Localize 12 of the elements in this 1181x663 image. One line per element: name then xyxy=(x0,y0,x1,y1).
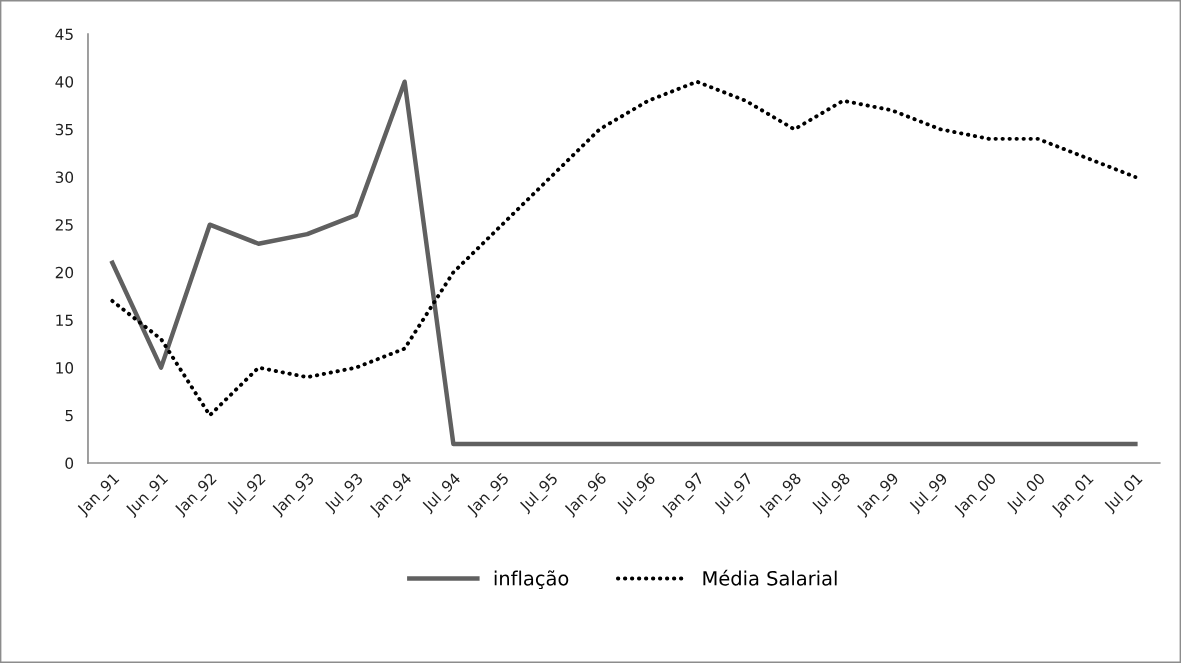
legend-label: inflação xyxy=(494,570,569,590)
y-tick-label: 40 xyxy=(55,76,74,88)
y-tick-label: 5 xyxy=(65,409,73,422)
y-tick-label: 30 xyxy=(55,171,74,184)
y-tick-label: 0 xyxy=(65,457,74,469)
y-tick-label: 20 xyxy=(55,266,74,279)
legend-label: Média Salarial xyxy=(703,569,837,586)
y-tick-label: 45 xyxy=(55,28,73,41)
y-tick-label: 15 xyxy=(56,314,73,327)
y-tick-label: 25 xyxy=(55,219,73,231)
y-tick-label: 35 xyxy=(55,123,73,136)
y-tick-label: 10 xyxy=(56,362,74,374)
